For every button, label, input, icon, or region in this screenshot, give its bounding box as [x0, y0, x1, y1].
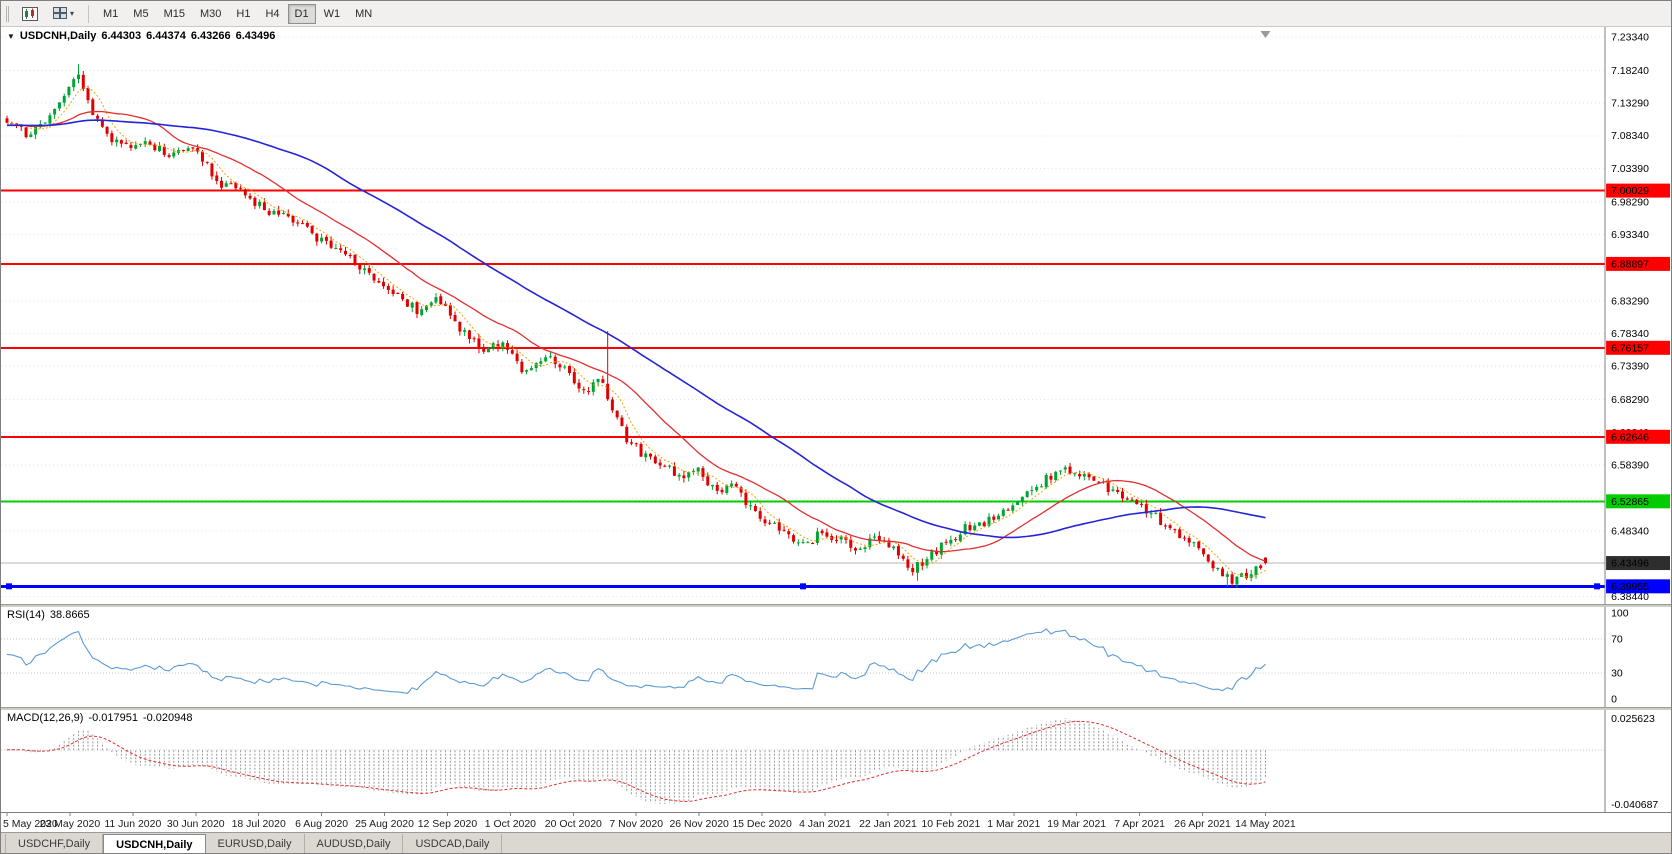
- svg-text:-0.040687: -0.040687: [1611, 800, 1658, 811]
- symbol-dropdown-icon[interactable]: ▼: [7, 31, 15, 41]
- svg-text:6.62646: 6.62646: [1611, 432, 1649, 443]
- horizontal-level-lines[interactable]: [1, 189, 1606, 588]
- svg-text:7.23340: 7.23340: [1611, 32, 1649, 43]
- svg-text:6.68290: 6.68290: [1611, 395, 1649, 406]
- svg-text:25 Aug 2020: 25 Aug 2020: [355, 819, 414, 830]
- macd-canvas[interactable]: 0.025623 -0.040687: [1, 710, 1671, 813]
- timeframe-m5-button[interactable]: M5: [126, 4, 155, 24]
- svg-text:4 Jan 2021: 4 Jan 2021: [799, 819, 851, 830]
- svg-text:15 Dec 2020: 15 Dec 2020: [732, 819, 792, 830]
- svg-text:100: 100: [1611, 609, 1629, 620]
- price-axis[interactable]: 7.23340 7.18240 7.13290 7.08340 7.03390 6.982…: [1604, 27, 1649, 605]
- svg-text:23 May 2020: 23 May 2020: [40, 819, 101, 830]
- timeframe-h1-button[interactable]: H1: [229, 4, 257, 24]
- svg-text:7.08340: 7.08340: [1611, 131, 1649, 142]
- svg-text:1 Mar 2021: 1 Mar 2021: [987, 819, 1040, 830]
- tile-windows-button[interactable]: ▾: [46, 4, 81, 24]
- tab-eurusd-daily[interactable]: EURUSD,Daily: [206, 834, 305, 853]
- svg-text:10 Feb 2021: 10 Feb 2021: [921, 819, 980, 830]
- svg-text:22 Jan 2021: 22 Jan 2021: [859, 819, 917, 830]
- macd-axis[interactable]: 0.025623 -0.040687: [1604, 710, 1658, 813]
- rsi-pane: 100 70 30 0 RSI(14) 38.8665: [1, 607, 1671, 708]
- timeframe-d1-button[interactable]: D1: [287, 3, 316, 24]
- svg-text:6 Aug 2020: 6 Aug 2020: [295, 819, 348, 830]
- time-axis-ticks: [1, 812, 1671, 817]
- dropdown-caret-icon: ▾: [70, 9, 75, 18]
- timeframe-m30-button[interactable]: M30: [193, 4, 228, 24]
- svg-text:5 May 2020: 5 May 2020: [3, 819, 58, 830]
- svg-text:7 Nov 2020: 7 Nov 2020: [609, 819, 663, 830]
- timeframe-w1-button[interactable]: W1: [317, 4, 348, 24]
- svg-text:1 Oct 2020: 1 Oct 2020: [485, 819, 536, 830]
- pane-splitter-rsi[interactable]: [1, 604, 1671, 608]
- chart-window: 7.23340 7.18240 7.13290 7.08340 7.03390 6.982…: [1, 27, 1671, 833]
- pane-splitter-macd[interactable]: [1, 707, 1671, 711]
- moving-averages: [6, 87, 1266, 578]
- svg-text:6.73390: 6.73390: [1611, 362, 1649, 373]
- svg-text:30 Jun 2020: 30 Jun 2020: [167, 819, 225, 830]
- svg-text:14 May 2021: 14 May 2021: [1235, 819, 1296, 830]
- svg-text:6.76157: 6.76157: [1611, 343, 1649, 354]
- svg-text:6.58390: 6.58390: [1611, 460, 1649, 471]
- rsi-canvas[interactable]: 100 70 30 0: [1, 607, 1671, 708]
- time-axis[interactable]: 5 May 2020 23 May 2020 11 Jun 2020 30 Jun 2…: [1, 812, 1671, 833]
- svg-text:6.39955: 6.39955: [1611, 582, 1649, 593]
- svg-text:26 Nov 2020: 26 Nov 2020: [669, 819, 729, 830]
- svg-text:7.18240: 7.18240: [1611, 66, 1649, 77]
- timeframe-m15-button[interactable]: M15: [157, 4, 192, 24]
- svg-text:7.13290: 7.13290: [1611, 99, 1649, 110]
- price-axis-badges: 7.00029 6.88897 6.76157 6.62646 6.52865 6.399…: [1606, 183, 1671, 594]
- price-pane: 7.23340 7.18240 7.13290 7.08340 7.03390 6.982…: [1, 27, 1671, 605]
- svg-text:20 Oct 2020: 20 Oct 2020: [545, 819, 602, 830]
- chart-shift-marker[interactable]: [1260, 30, 1271, 38]
- timeframe-m1-button[interactable]: M1: [96, 4, 125, 24]
- svg-text:18 Jul 2020: 18 Jul 2020: [232, 819, 286, 830]
- candles: [5, 64, 1267, 588]
- svg-text:7.03390: 7.03390: [1611, 164, 1649, 175]
- macd-histogram: [6, 718, 1266, 805]
- tab-usdcnh-daily[interactable]: USDCNH,Daily: [103, 834, 206, 853]
- svg-text:6.52865: 6.52865: [1611, 497, 1649, 508]
- rsi-levels: [1, 638, 1606, 674]
- rsi-line: [6, 628, 1266, 695]
- tab-usdchf-daily[interactable]: USDCHF,Daily: [5, 834, 104, 853]
- line-selection-handles[interactable]: [5, 583, 1601, 590]
- svg-text:6.83290: 6.83290: [1611, 296, 1649, 307]
- svg-text:19 Mar 2021: 19 Mar 2021: [1047, 819, 1106, 830]
- candlestick-chart-icon: [22, 6, 38, 21]
- toolbar: ▾ M1 M5 M15 M30 H1 H4 D1 W1 MN: [1, 1, 1671, 27]
- svg-text:7 Apr 2021: 7 Apr 2021: [1114, 819, 1165, 830]
- svg-text:6.98290: 6.98290: [1611, 197, 1649, 208]
- svg-text:26 Apr 2021: 26 Apr 2021: [1174, 819, 1231, 830]
- timeframe-mn-button[interactable]: MN: [348, 4, 379, 24]
- tab-usdcad-daily[interactable]: USDCAD,Daily: [403, 834, 503, 853]
- chart-window-icon[interactable]: [15, 4, 45, 24]
- toolbar-drag-handle[interactable]: [6, 5, 10, 22]
- svg-text:6.43496: 6.43496: [1611, 559, 1649, 570]
- svg-text:0: 0: [1611, 695, 1617, 706]
- svg-text:12 Sep 2020: 12 Sep 2020: [418, 819, 478, 830]
- svg-text:0.025623: 0.025623: [1611, 714, 1655, 725]
- svg-text:6.88897: 6.88897: [1611, 259, 1649, 270]
- timeframe-h4-button[interactable]: H4: [258, 4, 286, 24]
- svg-text:6.48340: 6.48340: [1611, 527, 1649, 538]
- tile-windows-icon: [53, 7, 67, 19]
- rsi-axis[interactable]: 100 70 30 0: [1604, 607, 1629, 708]
- toolbar-separator: [88, 4, 90, 23]
- svg-text:7.00029: 7.00029: [1611, 186, 1649, 197]
- svg-text:11 Jun 2020: 11 Jun 2020: [104, 819, 161, 830]
- svg-text:70: 70: [1611, 635, 1623, 646]
- tab-audusd-daily[interactable]: AUDUSD,Daily: [305, 834, 404, 853]
- svg-text:6.78340: 6.78340: [1611, 329, 1649, 340]
- macd-pane: 0.025623 -0.040687 MACD(12,26,9) -0.01795…: [1, 710, 1671, 813]
- price-chart-canvas[interactable]: 7.23340 7.18240 7.13290 7.08340 7.03390 6.982…: [1, 27, 1671, 605]
- chart-tab-bar: USDCHF,Daily USDCNH,Daily EURUSD,Daily A…: [1, 832, 1671, 853]
- svg-text:6.93340: 6.93340: [1611, 230, 1649, 241]
- svg-text:6.38440: 6.38440: [1611, 592, 1649, 603]
- svg-text:30: 30: [1611, 669, 1623, 680]
